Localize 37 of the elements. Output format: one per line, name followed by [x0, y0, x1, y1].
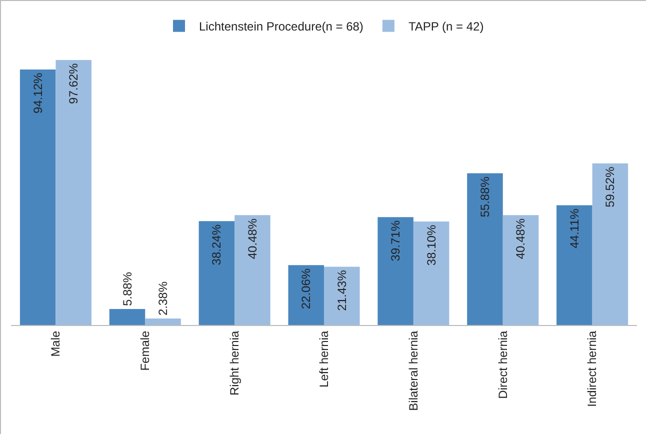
x-tick-label: Female — [138, 330, 152, 371]
bar — [20, 69, 56, 325]
bar — [288, 265, 324, 325]
x-tick-label: Male — [48, 330, 63, 357]
data-label: 94.12% — [30, 72, 45, 114]
x-tick-label: Left hernia — [316, 330, 331, 388]
bar — [378, 217, 414, 325]
bar — [592, 163, 628, 325]
bar — [198, 221, 235, 325]
data-label: 40.48% — [245, 218, 260, 260]
data-label: 55.88% — [478, 176, 492, 218]
bar — [145, 318, 181, 325]
x-tick-label: Bilateral hernia — [406, 330, 420, 411]
bar — [467, 173, 503, 325]
legend-label: Lichtenstein Procedure(n = 68) — [199, 20, 364, 34]
bar — [109, 309, 146, 325]
bar — [324, 266, 360, 325]
bar — [502, 215, 539, 325]
bar — [413, 222, 450, 325]
data-label: 44.11% — [567, 208, 582, 248]
bar — [56, 60, 92, 325]
legend-label: TAPP (n = 42) — [408, 20, 484, 34]
data-label: 2.38% — [156, 281, 170, 316]
x-tick-label: Right hernia — [227, 330, 242, 396]
data-label: 5.88% — [120, 272, 134, 306]
x-tick-label: Indirect hernia — [585, 330, 600, 407]
bar — [234, 215, 270, 325]
data-label: 21.43% — [334, 270, 349, 311]
data-label: 97.62% — [66, 62, 81, 104]
data-label: 22.06% — [299, 268, 314, 310]
bar — [556, 205, 592, 325]
data-label: 39.71% — [388, 220, 403, 262]
data-label: 38.24% — [210, 224, 224, 266]
data-label: 38.10% — [424, 224, 438, 266]
x-tick-label: Direct hernia — [496, 330, 510, 399]
data-label: 59.52% — [603, 166, 618, 208]
data-label: 40.48% — [514, 218, 528, 260]
